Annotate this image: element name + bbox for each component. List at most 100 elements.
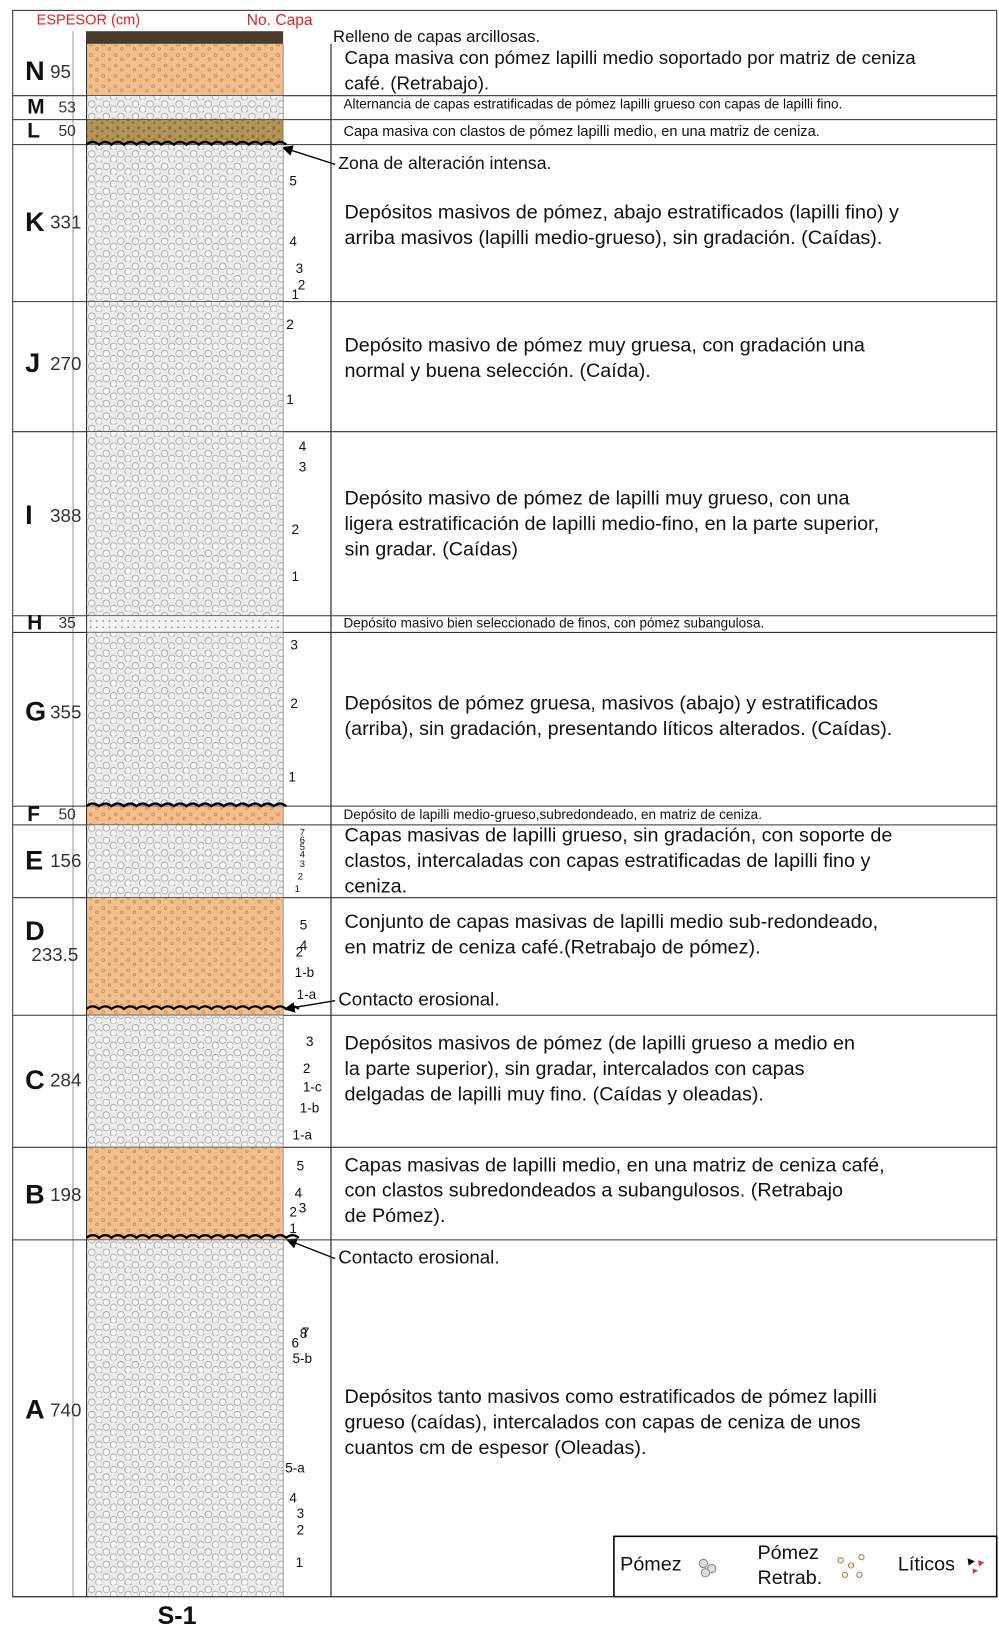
unit-description: Alternancia de capas estratificadas de p… bbox=[343, 97, 842, 112]
unit-description: Capas masivas de lapilli medio, en una m… bbox=[345, 1154, 885, 1176]
top-layer-fill bbox=[87, 31, 284, 43]
legend-label: Retrab. bbox=[757, 1567, 822, 1589]
unit-description: Depósito masivo de pómez muy gruesa, con… bbox=[345, 335, 865, 357]
layer-number: 2 bbox=[303, 1061, 311, 1076]
unit-thickness: 270 bbox=[50, 353, 81, 374]
layer-number: 1 bbox=[295, 884, 300, 894]
unit-letter: K bbox=[25, 207, 45, 237]
unit-fill bbox=[87, 1015, 284, 1147]
unit-description: ceniza. bbox=[345, 875, 408, 897]
layer-number: 7 bbox=[302, 1325, 310, 1340]
top-layer-label: Relleno de capas arcillosas. bbox=[333, 27, 540, 46]
unit-letter: B bbox=[25, 1179, 45, 1209]
unit-fill bbox=[87, 1240, 284, 1597]
unit-fill bbox=[87, 898, 284, 1016]
layer-number: 4 bbox=[289, 1490, 297, 1505]
unit-description: arriba masivos (lapilli medio-grueso), s… bbox=[345, 227, 883, 249]
layer-number: 1-b bbox=[295, 965, 315, 980]
layer-number: 2 bbox=[297, 1523, 305, 1538]
unit-description: (arriba), sin gradación, presentando lít… bbox=[345, 718, 893, 740]
unit-description: Capas masivas de lapilli grueso, sin gra… bbox=[345, 825, 893, 847]
unit-letter: L bbox=[27, 120, 40, 143]
unit-description: delgadas de lapilli muy fino. (Caídas y … bbox=[345, 1084, 764, 1106]
unit-description: Depósito de lapilli medio-grueso,subredo… bbox=[343, 807, 761, 822]
layer-number: 5 bbox=[289, 174, 297, 189]
unit-description: en matriz de ceniza café.(Retrabajo de p… bbox=[345, 936, 761, 958]
layer-number: 3 bbox=[299, 460, 307, 475]
layer-number: 3 bbox=[296, 261, 304, 276]
unit-description: café. (Retrabajo). bbox=[345, 73, 490, 94]
layer-number: 1-a bbox=[293, 1127, 313, 1142]
page: {"header":{"thickness_label":"ESPESOR (c… bbox=[0, 0, 999, 1631]
layer-number: 2 bbox=[296, 944, 304, 959]
unit-fill bbox=[87, 632, 284, 806]
unit-fill bbox=[87, 806, 284, 825]
thickness-header: ESPESOR (cm) bbox=[37, 13, 140, 29]
unit-letter: H bbox=[27, 612, 42, 635]
unit-description: cuantos cm de espesor (Oleadas). bbox=[345, 1437, 647, 1459]
legend-label: Pómez bbox=[620, 1554, 681, 1576]
unit-description: Capa masiva con clastos de pómez lapilli… bbox=[343, 124, 819, 140]
unit-description: Capa masiva con pómez lapilli medio sopo… bbox=[345, 47, 917, 68]
unit-letter: J bbox=[25, 348, 40, 378]
unit-fill bbox=[87, 1147, 284, 1240]
unit-fill bbox=[87, 432, 284, 616]
unit-letter: N bbox=[25, 56, 45, 86]
unit-description: Depósito masivo bien seleccionado de fin… bbox=[343, 616, 764, 631]
layer-number: 1 bbox=[296, 1555, 304, 1570]
unit-description: grueso (caídas), intercalados con capas … bbox=[345, 1412, 861, 1434]
layer-number: 1 bbox=[288, 770, 296, 785]
unit-description: con clastos subredondeados a subanguloso… bbox=[345, 1180, 843, 1202]
unit-description: de Pómez). bbox=[345, 1205, 446, 1227]
unit-thickness: 50 bbox=[58, 123, 76, 140]
layer-number: 2 bbox=[286, 317, 294, 332]
layer-number: 1 bbox=[289, 1221, 297, 1236]
unit-description: sin gradar. (Caídas) bbox=[345, 538, 518, 560]
unit-letter: D bbox=[25, 916, 45, 946]
layer-number: 5-b bbox=[293, 1351, 313, 1366]
unit-fill bbox=[87, 120, 284, 145]
unit-description: clastos, intercaladas con capas estratif… bbox=[345, 850, 871, 872]
unit-letter: G bbox=[25, 697, 46, 727]
layer-number: 1-a bbox=[297, 987, 317, 1002]
layer-number: 2 bbox=[289, 1204, 297, 1219]
unit-thickness: 198 bbox=[50, 1184, 81, 1205]
unit-thickness: 53 bbox=[58, 99, 75, 116]
unit-description: normal y buena selección. (Caída). bbox=[345, 360, 651, 382]
layer-number: 1-b bbox=[300, 1100, 320, 1115]
unit-thickness: 35 bbox=[58, 615, 76, 632]
unit-fill bbox=[87, 825, 284, 898]
unit-fill bbox=[87, 616, 284, 633]
unit-description: ligera estratificación de lapilli medio-… bbox=[345, 513, 880, 535]
layer-number: 1 bbox=[291, 569, 299, 584]
layer-number: 3 bbox=[300, 859, 305, 869]
unit-description: Conjunto de capas masivas de lapilli med… bbox=[345, 911, 879, 933]
annotation: Contacto erosional. bbox=[338, 989, 499, 1010]
unit-thickness: 156 bbox=[50, 850, 81, 871]
unit-description: Depósito masivo de pómez de lapilli muy … bbox=[345, 488, 850, 510]
layer-number: 4 bbox=[299, 439, 307, 454]
layer-number: 1-c bbox=[303, 1080, 322, 1095]
unit-thickness: 50 bbox=[58, 807, 76, 824]
unit-letter: M bbox=[27, 96, 44, 119]
unit-letter: A bbox=[25, 1395, 45, 1425]
unit-description: la parte superior), sin gradar, intercal… bbox=[345, 1058, 805, 1080]
unit-letter: E bbox=[25, 845, 43, 875]
legend-label: Líticos bbox=[898, 1554, 955, 1576]
unit-thickness: 331 bbox=[50, 212, 81, 233]
unit-thickness: 388 bbox=[50, 505, 81, 526]
legend-label: Pómez bbox=[757, 1542, 818, 1564]
layer-number: 1 bbox=[291, 287, 299, 302]
unit-thickness: 740 bbox=[50, 1399, 81, 1420]
unit-letter: F bbox=[27, 803, 40, 826]
annotation: Zona de alteración intensa. bbox=[338, 153, 551, 173]
unit-fill bbox=[87, 96, 284, 120]
unit-thickness: 284 bbox=[50, 1070, 81, 1091]
layer-number: 5 bbox=[300, 917, 308, 932]
unit-description: Depósitos de pómez gruesa, masivos (abaj… bbox=[345, 692, 879, 714]
unit-thickness: 95 bbox=[50, 61, 71, 82]
unit-thickness: 233.5 bbox=[31, 944, 78, 965]
unit-description: Depósitos masivos de pómez (de lapilli g… bbox=[345, 1033, 855, 1055]
layer-number: 4 bbox=[295, 1186, 303, 1201]
section-label: S-1 bbox=[158, 1602, 197, 1630]
